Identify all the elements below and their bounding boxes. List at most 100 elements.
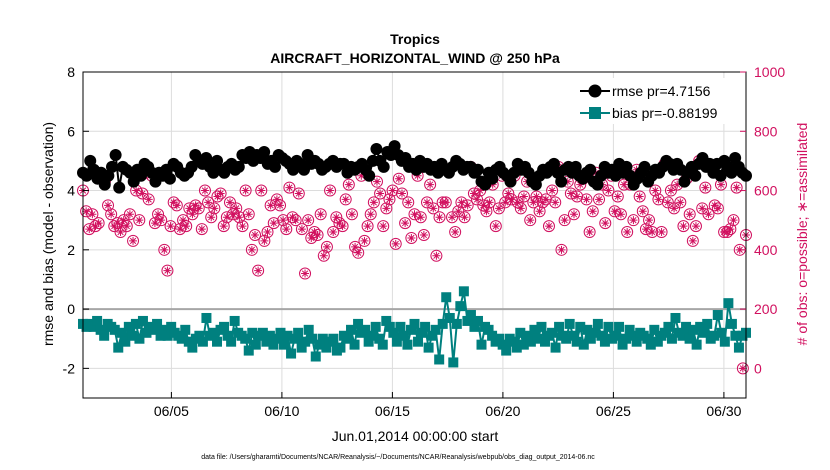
bias-point <box>240 333 251 344</box>
obs-assimilated-marker <box>404 198 413 207</box>
bias-point <box>402 339 413 350</box>
bias-point <box>645 339 656 350</box>
bias-point <box>398 330 409 341</box>
obs-point <box>245 243 258 256</box>
bias-point <box>462 315 473 326</box>
obs-point <box>208 202 221 215</box>
rmse-point <box>638 160 651 173</box>
obs-point <box>586 205 599 218</box>
data-file-footnote: data file: /Users/gharamti/Documents/NCA… <box>201 454 595 461</box>
obs-assimilated-marker <box>285 183 294 192</box>
obs-possible-marker <box>339 193 352 206</box>
y-axis-ticks: -2 0 2 4 6 8 <box>63 64 89 376</box>
obs-possible-marker <box>105 208 118 221</box>
obs-point <box>711 202 724 215</box>
obs-point <box>102 199 115 212</box>
rmse-point <box>584 163 597 176</box>
obs-possible-marker <box>542 220 555 233</box>
obs-possible-marker <box>514 202 527 215</box>
obs-assimilated-marker <box>354 248 363 257</box>
bias-point <box>444 312 455 323</box>
obs-assimilated-marker <box>423 198 432 207</box>
bias-point <box>176 333 187 344</box>
obs-assimilated-marker <box>704 210 713 219</box>
bias-point <box>187 342 198 353</box>
obs-possible-marker <box>386 184 399 197</box>
obs-point <box>414 211 427 224</box>
y2-tick-label: 0 <box>754 360 762 376</box>
bias-point <box>501 345 512 356</box>
obs-point <box>408 208 421 221</box>
bias-point <box>134 333 145 344</box>
bias-point <box>268 339 279 350</box>
bias-point <box>624 324 635 335</box>
obs-assimilated-marker <box>635 192 644 201</box>
legend-rmse-label: rmse pr=4.7156 <box>612 83 711 99</box>
bias-point <box>575 321 586 332</box>
obs-assimilated-marker <box>247 245 256 254</box>
obs-point <box>267 217 280 230</box>
obs-assimilated-marker <box>307 233 316 242</box>
obs-assimilated-marker <box>113 219 122 228</box>
obs-assimilated-marker <box>85 225 94 234</box>
obs-assimilated-marker <box>620 180 629 189</box>
obs-point <box>524 214 537 227</box>
obs-assimilated-marker <box>329 228 338 237</box>
obs-assimilated-marker <box>701 183 710 192</box>
obs-point <box>608 205 621 218</box>
bias-point <box>314 339 325 350</box>
obs-possible-marker <box>439 196 452 209</box>
obs-assimilated-marker <box>369 198 378 207</box>
obs-assimilated-marker <box>573 192 582 201</box>
bias-point <box>321 342 332 353</box>
obs-assimilated-marker <box>238 222 247 231</box>
obs-point <box>277 214 290 227</box>
bias-point <box>532 333 543 344</box>
bias-point <box>155 330 166 341</box>
obs-possible-marker <box>324 184 337 197</box>
rmse-point <box>714 169 727 182</box>
obs-assimilated-marker <box>172 201 181 210</box>
obs-point <box>514 202 527 215</box>
obs-assimilated-marker <box>513 198 522 207</box>
obs-possible-marker <box>414 211 427 224</box>
obs-assimilated-marker <box>529 198 538 207</box>
obs-point <box>386 184 399 197</box>
obs-assimilated-marker <box>716 180 725 189</box>
bias-point <box>137 315 148 326</box>
obs-point <box>627 214 640 227</box>
y-axis-label: rmse and bias (model - observation) <box>40 122 56 346</box>
obs-point <box>689 220 702 233</box>
y-tick-label: -2 <box>63 360 76 376</box>
rmse-point <box>113 181 126 194</box>
obs-point <box>602 184 615 197</box>
obs-assimilated-marker <box>372 177 381 186</box>
bias-point <box>726 318 737 329</box>
chart-subtitle: AIRCRAFT_HORIZONTAL_WIND @ 250 hPa <box>270 50 560 66</box>
obs-assimilated-marker <box>216 189 225 198</box>
obs-point <box>289 214 302 227</box>
bias-point <box>719 336 730 347</box>
x-axis-ticks: 06/05 06/10 06/15 06/20 06/25 06/30 <box>154 392 742 419</box>
obs-assimilated-marker <box>623 228 632 237</box>
obs-assimilated-marker <box>541 195 550 204</box>
obs-point <box>542 220 555 233</box>
bias-point <box>201 312 212 323</box>
obs-point <box>230 202 243 215</box>
obs-possible-marker <box>602 184 615 197</box>
obs-point <box>320 240 333 253</box>
bias-point <box>95 324 106 335</box>
bias-point <box>279 339 290 350</box>
obs-possible-marker <box>674 196 687 209</box>
bias-point <box>328 333 339 344</box>
obs-point <box>370 175 383 188</box>
obs-possible-marker <box>480 205 493 218</box>
obs-possible-marker <box>364 208 377 221</box>
obs-possible-marker <box>380 202 393 215</box>
bias-point <box>554 321 565 332</box>
bias-point <box>695 321 706 332</box>
bias-point <box>536 321 547 332</box>
obs-possible-marker <box>489 220 502 233</box>
obs-possible-marker <box>164 220 177 233</box>
obs-point <box>571 190 584 203</box>
